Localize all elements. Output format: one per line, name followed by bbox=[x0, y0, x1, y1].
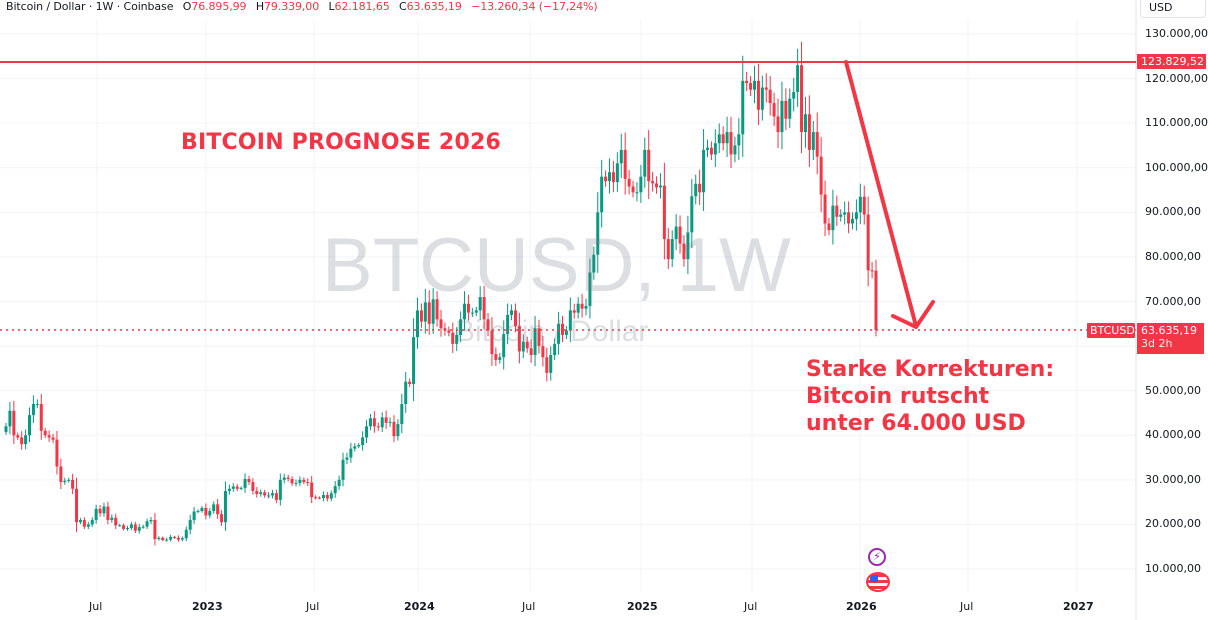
high-label: H bbox=[255, 0, 265, 13]
price-axis-label: 130.000,00 bbox=[1145, 27, 1208, 40]
bar-countdown: 3d 2h bbox=[1141, 337, 1173, 350]
legend-interval: 1W bbox=[95, 0, 114, 13]
price-axis-label: 50.000,00 bbox=[1145, 383, 1201, 397]
legend-symbol[interactable]: Bitcoin / Dollar bbox=[6, 0, 86, 13]
lightning-icon[interactable]: ⚡ bbox=[868, 548, 886, 566]
us-flag-icon[interactable] bbox=[866, 572, 890, 592]
ohlc-legend: Bitcoin / Dollar · 1W · Coinbase O76.895… bbox=[6, 0, 598, 13]
time-axis-label: Jul bbox=[522, 600, 536, 613]
time-axis-label: 2024 bbox=[404, 600, 435, 613]
time-axis-label: 2023 bbox=[192, 600, 223, 613]
price-axis-label: 70.000,00 bbox=[1145, 294, 1201, 308]
horizontal-line-price-tag: 123.829,52 bbox=[1137, 54, 1206, 69]
time-axis-label: Jul bbox=[306, 600, 320, 613]
price-axis-label: 10.000,00 bbox=[1145, 562, 1201, 575]
time-axis-label: 2026 bbox=[846, 600, 877, 613]
last-price-tag: 63.635,19 3d 2h bbox=[1137, 323, 1204, 354]
candlestick-series bbox=[4, 41, 878, 546]
price-axis-label: 120.000,00 bbox=[1145, 71, 1208, 85]
price-axis-label: 80.000,00 bbox=[1145, 249, 1201, 263]
price-axis-label: 40.000,00 bbox=[1145, 428, 1201, 442]
price-axis-label: 30.000,00 bbox=[1145, 472, 1201, 486]
high-value: 79.339,00 bbox=[264, 0, 320, 13]
time-axis-label: 2027 bbox=[1063, 600, 1094, 613]
price-axis-label: 100.000,00 bbox=[1145, 160, 1208, 174]
time-axis-label: Jul bbox=[744, 600, 758, 613]
trend-arrow-icon[interactable] bbox=[844, 60, 935, 329]
low-label: L bbox=[328, 0, 335, 13]
price-axis-label: 110.000,00 bbox=[1145, 116, 1208, 130]
last-price-value: 63.635,19 bbox=[1141, 324, 1197, 337]
close-label: C bbox=[399, 0, 407, 13]
grid-lines bbox=[0, 0, 1137, 620]
time-axis-label: Jul bbox=[960, 600, 974, 613]
legend-exchange: Coinbase bbox=[123, 0, 174, 13]
currency-selector-button[interactable]: USD bbox=[1140, 0, 1206, 18]
open-label: O bbox=[182, 0, 192, 13]
time-axis-label: 2025 bbox=[627, 600, 658, 613]
open-value: 76.895,99 bbox=[191, 0, 247, 13]
price-axis-label: 90.000,00 bbox=[1145, 205, 1201, 219]
symbol-watermark: BTCUSD, 1W bbox=[322, 223, 791, 308]
close-value: 63.635,19 bbox=[406, 0, 462, 13]
time-axis-label: Jul bbox=[89, 600, 103, 613]
change-value: −13.260,34 (−17,24%) bbox=[471, 0, 598, 13]
low-value: 62.181,65 bbox=[334, 0, 390, 13]
annotation-note[interactable]: Starke Korrekturen: Bitcoin rutscht unte… bbox=[806, 357, 1055, 436]
symbol-description-watermark: Bitcoin / Dollar bbox=[455, 315, 649, 348]
annotation-title[interactable]: BITCOIN PROGNOSE 2026 bbox=[181, 130, 501, 155]
symbol-tag: BTCUSD bbox=[1087, 323, 1135, 338]
price-axis-label: 20.000,00 bbox=[1145, 517, 1201, 531]
